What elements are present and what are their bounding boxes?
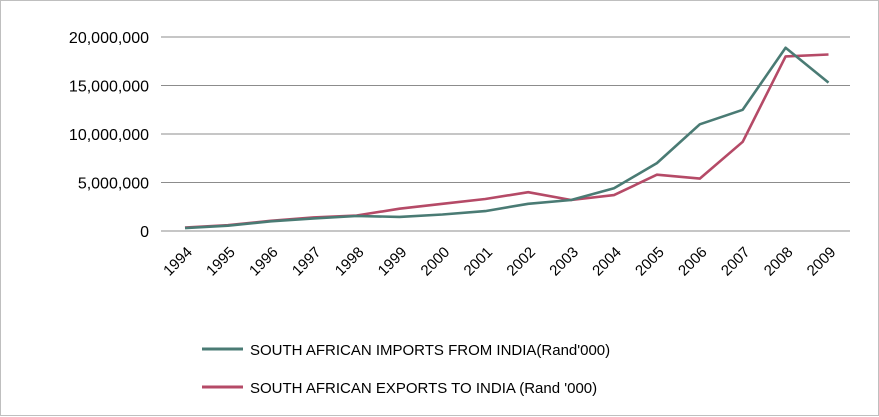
- x-tick-label: 2006: [675, 244, 711, 280]
- x-tick-label: 1996: [246, 244, 282, 280]
- y-tick-label: 20,000,000: [69, 30, 149, 47]
- x-tick-label: 1995: [203, 244, 239, 280]
- y-tick-label: 0: [140, 224, 149, 241]
- x-tick-label: 1998: [332, 244, 368, 280]
- x-tick-label: 1994: [160, 244, 196, 280]
- x-tick-label: 2004: [589, 244, 625, 280]
- series-line-imports: [185, 48, 829, 228]
- series-lines: [185, 48, 829, 228]
- series-line-exports: [185, 55, 829, 228]
- legend-label-imports: SOUTH AFRICAN IMPORTS FROM INDIA(Rand'00…: [250, 342, 610, 359]
- x-tick-label: 2003: [546, 244, 582, 280]
- legend: SOUTH AFRICAN IMPORTS FROM INDIA(Rand'00…: [202, 342, 610, 397]
- y-tick-label: 5,000,000: [78, 176, 149, 193]
- x-tick-label: 2001: [461, 244, 497, 280]
- x-tick-label: 1999: [375, 244, 411, 280]
- y-tick-label: 15,000,000: [69, 79, 149, 96]
- x-tick-label: 2009: [804, 244, 840, 280]
- x-tick-label: 2008: [761, 244, 797, 280]
- y-axis-tick-labels: 0 5,000,000 10,000,000 15,000,000 20,000,000: [69, 30, 149, 241]
- x-tick-label: 2000: [418, 244, 454, 280]
- y-tick-label: 10,000,000: [69, 127, 149, 144]
- legend-label-exports: SOUTH AFRICAN EXPORTS TO INDIA (Rand '00…: [250, 380, 597, 397]
- x-tick-label: 2005: [632, 244, 668, 280]
- x-tick-label: 1997: [289, 244, 325, 280]
- x-tick-label: 2002: [503, 244, 539, 280]
- x-tick-label: 2007: [718, 244, 754, 280]
